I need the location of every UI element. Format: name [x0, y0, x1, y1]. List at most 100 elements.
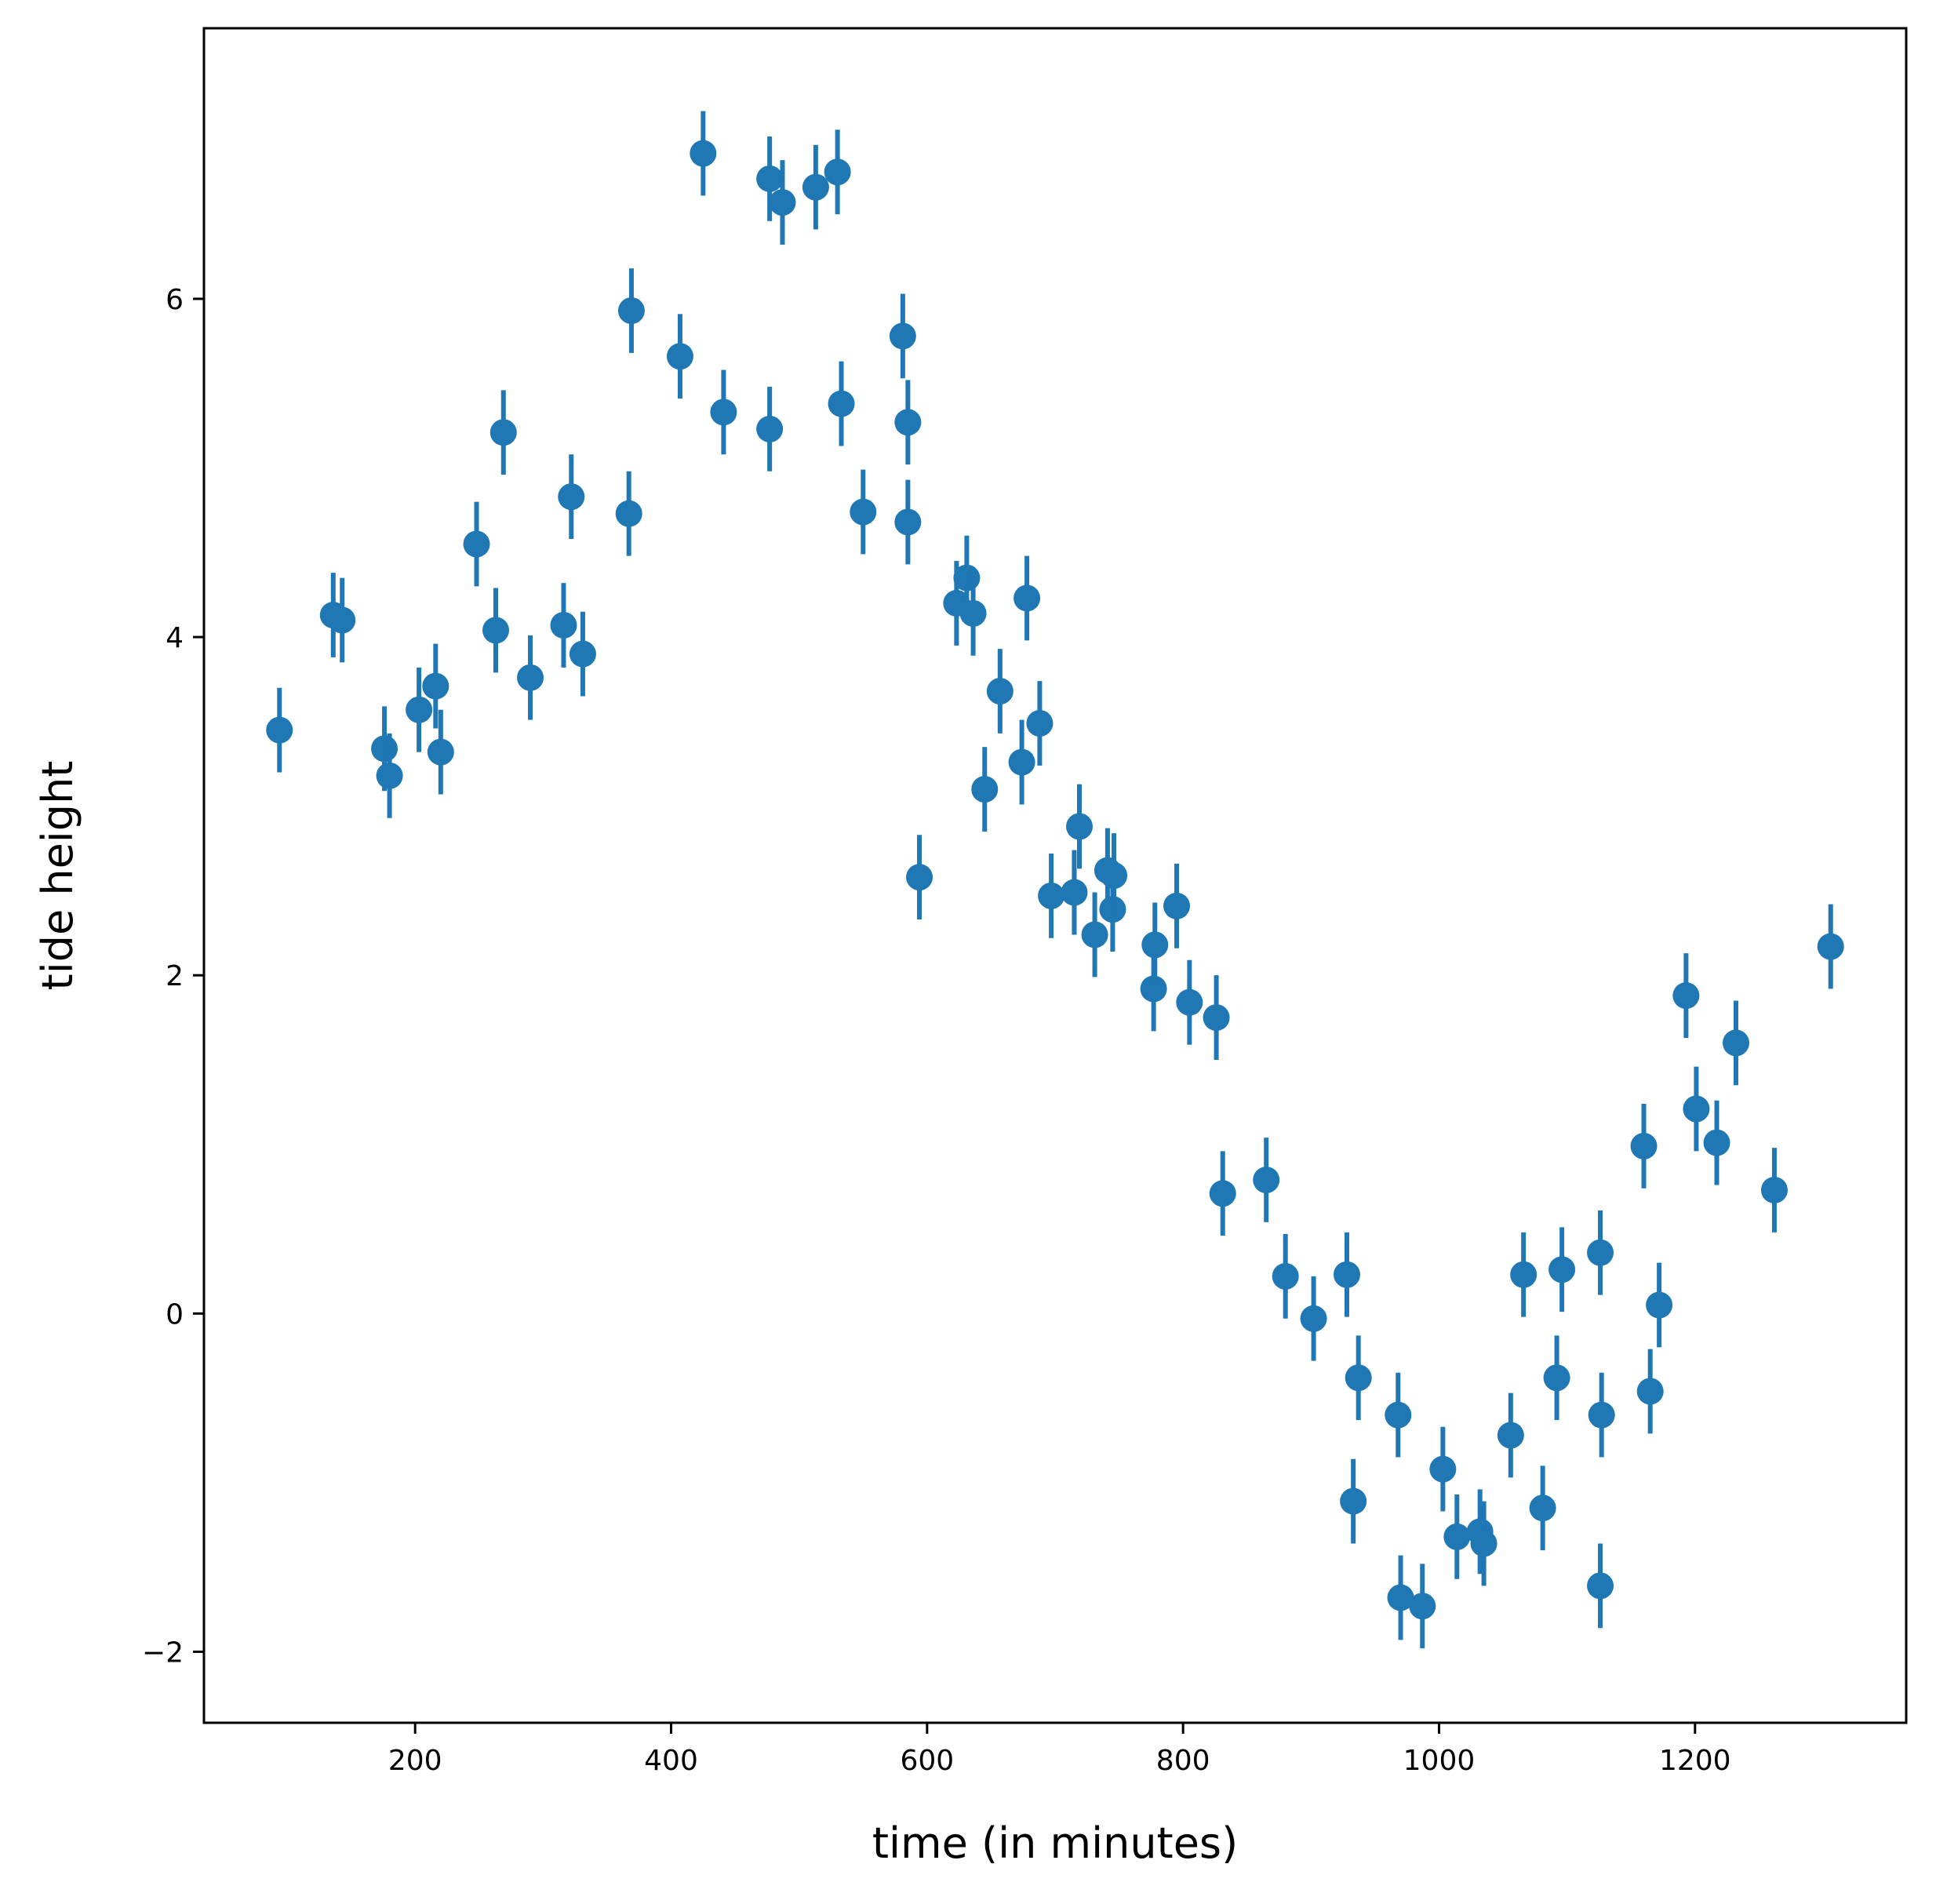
point-marker: [1683, 1095, 1710, 1123]
data-point: [1723, 1000, 1749, 1086]
data-point: [1529, 1465, 1556, 1551]
point-marker: [1646, 1291, 1673, 1319]
data-point: [1510, 1232, 1538, 1317]
point-marker: [1101, 862, 1128, 889]
data-point: [894, 380, 922, 465]
data-point: [1587, 1210, 1614, 1295]
point-marker: [986, 678, 1013, 705]
data-point: [427, 709, 454, 795]
point-marker: [1013, 584, 1041, 612]
point-marker: [1272, 1262, 1299, 1290]
data-point: [1203, 975, 1230, 1060]
point-marker: [376, 762, 403, 789]
data-point: [1300, 1276, 1327, 1361]
data-point: [690, 111, 717, 196]
data-point: [615, 471, 642, 556]
point-marker: [1385, 1401, 1412, 1429]
point-marker: [422, 672, 449, 700]
point-marker: [1409, 1593, 1436, 1620]
point-marker: [1345, 1364, 1372, 1392]
point-marker: [1340, 1487, 1367, 1515]
data-point: [1470, 1501, 1497, 1586]
point-marker: [550, 611, 577, 639]
data-point: [971, 747, 999, 832]
data-point: [329, 577, 356, 663]
data-point: [828, 361, 855, 446]
point-marker: [894, 409, 922, 436]
data-point: [986, 649, 1013, 734]
point-marker: [1140, 975, 1167, 1003]
point-marker: [710, 399, 737, 426]
data-point: [463, 501, 490, 587]
point-marker: [406, 696, 433, 723]
data-point: [1101, 833, 1128, 918]
point-marker: [889, 322, 916, 350]
data-point: [1497, 1393, 1524, 1478]
point-marker: [1510, 1261, 1538, 1288]
point-marker: [690, 140, 717, 167]
point-marker: [1026, 709, 1054, 737]
data-point: [1387, 1555, 1414, 1640]
point-marker: [329, 606, 356, 634]
data-point: [1630, 1104, 1658, 1189]
point-marker: [1176, 988, 1203, 1016]
point-marker: [1253, 1167, 1280, 1194]
data-points: [266, 111, 1844, 1649]
point-marker: [1630, 1132, 1658, 1160]
data-point: [1587, 1543, 1614, 1629]
data-point: [769, 160, 796, 245]
y-axis-ticks: −2 0 2 4 6: [142, 284, 204, 1669]
point-marker: [953, 564, 981, 592]
point-marker: [756, 165, 784, 192]
point-marker: [1334, 1261, 1360, 1288]
point-marker: [1548, 1256, 1576, 1283]
point-marker: [482, 617, 509, 644]
point-marker: [1817, 933, 1844, 960]
point-marker: [1300, 1305, 1327, 1332]
data-point: [569, 611, 596, 697]
x-tick-label: 400: [644, 1745, 698, 1777]
point-marker: [824, 158, 851, 186]
data-point: [1409, 1564, 1436, 1649]
data-point: [1163, 863, 1190, 948]
point-marker: [850, 498, 877, 526]
data-point: [1209, 1151, 1236, 1236]
point-marker: [266, 716, 293, 744]
axes-frame: [202, 27, 1908, 1724]
data-point: [666, 314, 693, 399]
data-point: [1760, 1148, 1788, 1232]
data-point: [894, 479, 922, 565]
point-marker: [517, 664, 544, 691]
y-tick-label: 6: [166, 284, 184, 316]
data-point: [710, 370, 737, 455]
data-point: [756, 387, 784, 471]
point-marker: [1470, 1530, 1497, 1557]
data-point: [1345, 1335, 1372, 1421]
data-point: [1176, 959, 1203, 1045]
data-point: [1588, 1372, 1615, 1458]
point-marker: [1672, 982, 1700, 1010]
data-point: [376, 733, 403, 818]
data-point: [1081, 892, 1108, 977]
data-point: [1141, 902, 1169, 988]
data-point: [850, 469, 877, 555]
data-point: [824, 129, 851, 215]
x-tick-label: 800: [1156, 1745, 1210, 1777]
x-tick-label: 200: [388, 1745, 442, 1777]
data-point: [550, 583, 577, 668]
point-marker: [1163, 892, 1190, 919]
point-marker: [1209, 1180, 1236, 1207]
data-point: [756, 136, 784, 221]
data-point: [1253, 1138, 1280, 1222]
data-point: [959, 570, 987, 656]
data-point: [422, 643, 449, 729]
point-marker: [1141, 931, 1169, 959]
point-marker: [666, 343, 693, 370]
point-marker: [1636, 1378, 1664, 1405]
x-tick-label: 1200: [1659, 1745, 1731, 1777]
point-marker: [769, 189, 796, 217]
data-point: [1013, 555, 1041, 641]
x-axis-title: time (in minutes): [872, 1818, 1238, 1868]
data-point: [1672, 953, 1700, 1038]
data-point: [1385, 1372, 1412, 1458]
